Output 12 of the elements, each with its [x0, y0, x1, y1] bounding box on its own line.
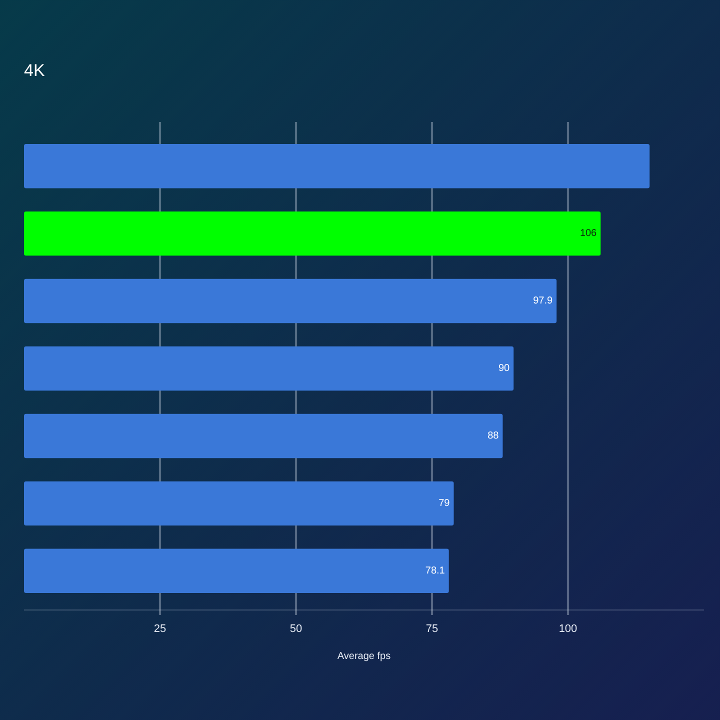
data-label: 79	[438, 498, 450, 509]
data-label: 106	[580, 228, 598, 240]
data-label: 88	[488, 430, 500, 442]
data-label: 90	[498, 363, 510, 374]
x-tick-label: 75	[426, 623, 438, 635]
x-tick-label: 50	[290, 623, 302, 635]
x-tick-label: 25	[154, 623, 166, 635]
data-label: 97.9	[533, 296, 554, 307]
x-axis-title: Average fps	[337, 651, 391, 662]
x-tick-label: 100	[558, 623, 578, 635]
data-label: 78.1	[425, 565, 446, 576]
chart-title: 4K	[24, 61, 46, 80]
